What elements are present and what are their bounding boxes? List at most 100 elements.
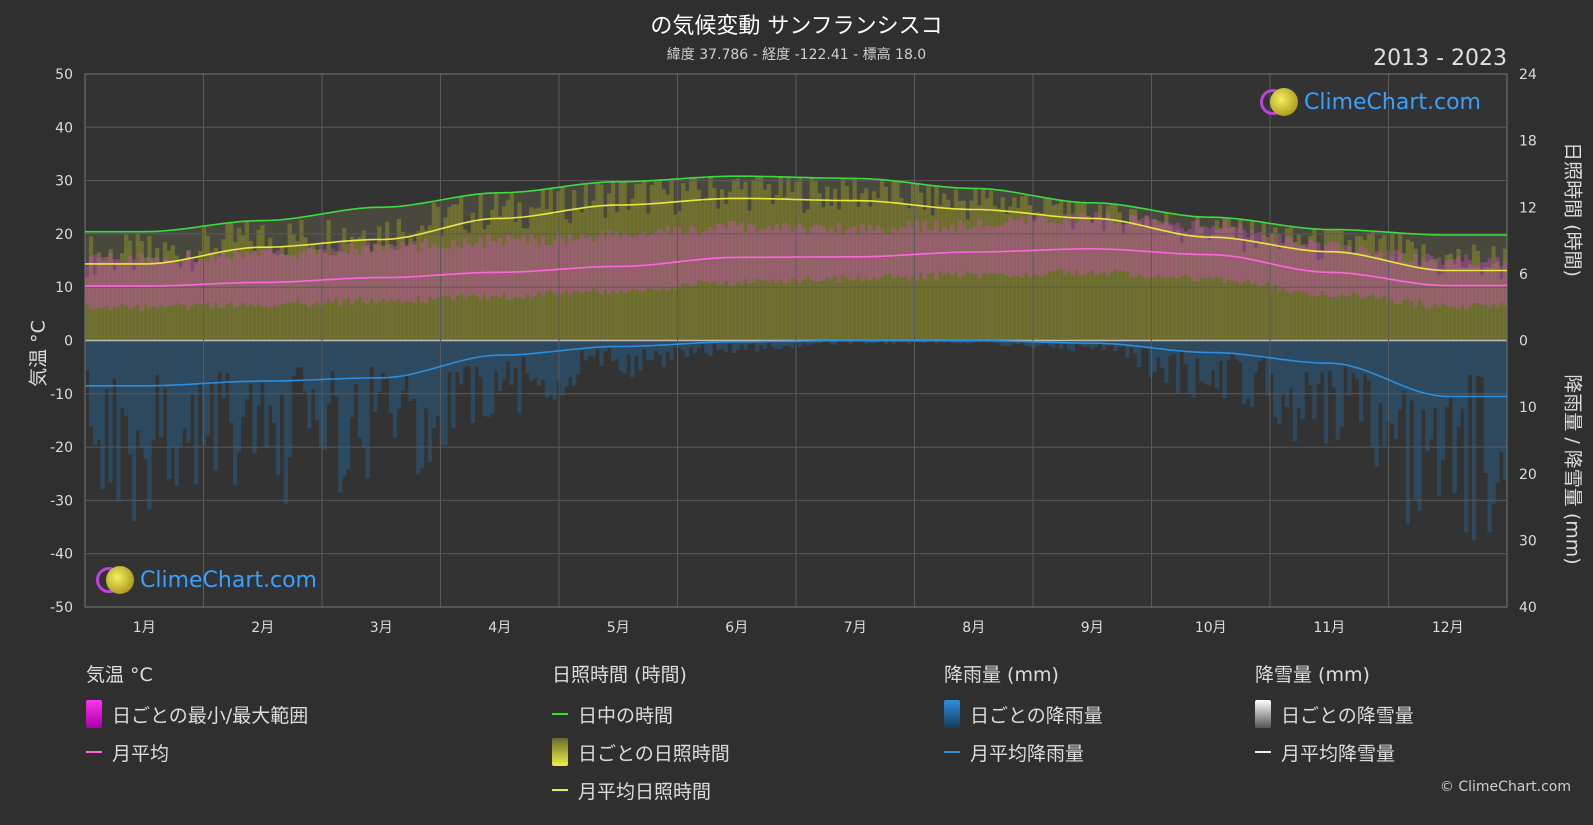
daily-rain-bar — [143, 340, 148, 460]
daily-rain-bar — [731, 340, 736, 354]
left-axis-tick-label: -10 — [50, 387, 73, 403]
daily-rain-bar — [256, 340, 261, 406]
daily-rain-bar — [1347, 340, 1352, 396]
daily-temp-range-bar — [622, 232, 627, 293]
daily-sunshine-bar — [723, 204, 729, 341]
daily-rain-bar — [509, 340, 514, 385]
daily-sunshine-bar — [377, 226, 382, 341]
daily-rain-bar — [1172, 340, 1177, 354]
daily-rain-bar — [147, 340, 152, 510]
daily-sunshine-bar — [801, 213, 807, 341]
daily-sunshine-bar — [1074, 202, 1079, 341]
daily-sunshine-bar — [1405, 239, 1410, 341]
daily-temp-range-bar — [1086, 217, 1091, 273]
daily-temp-range-bar — [1448, 259, 1453, 307]
daily-sunshine-bar — [1246, 240, 1251, 341]
daily-sunshine-bar — [147, 235, 152, 341]
daily-temp-range-bar — [661, 231, 666, 289]
daily-rain-bar — [696, 340, 701, 348]
daily-sunshine-bar — [1020, 196, 1025, 341]
daily-sunshine-bar — [731, 179, 736, 341]
daily-temp-range-bar — [727, 221, 733, 286]
x-axis-month-label: 9月 — [1081, 620, 1104, 636]
daylight-swatch — [552, 713, 568, 715]
daily-temp-range-bar — [385, 244, 390, 303]
daily-rain-bar — [1027, 340, 1033, 347]
daily-temp-range-bar — [1277, 233, 1282, 292]
daily-rain-bar — [1222, 340, 1227, 398]
daily-sunshine-bar — [431, 202, 436, 341]
daily-rain-bar — [1471, 340, 1477, 541]
daily-temp-range-bar — [564, 243, 569, 290]
daily-rain-bar — [778, 340, 783, 349]
daily-rain-bar — [1312, 340, 1317, 419]
daily-temp-range-bar — [1117, 222, 1122, 271]
daily-rain-bar — [447, 340, 452, 372]
daily-sunshine-bar — [949, 209, 955, 341]
daily-temp-range-bar — [455, 245, 460, 296]
daily-rain-bar — [1121, 340, 1126, 345]
daily-sunshine-bar — [899, 198, 904, 341]
daily-sunshine-bar — [400, 231, 405, 341]
daily-temp-range-bar — [377, 245, 382, 302]
daily-rain-bar — [1390, 340, 1395, 425]
daily-temp-range-bar — [797, 223, 803, 283]
daily-sunshine-bar — [1288, 226, 1294, 341]
daily-temp-range-bar — [1242, 230, 1247, 282]
daily-sunshine-bar — [182, 258, 187, 341]
daily-rain-bar — [85, 340, 90, 371]
daily-sunshine-bar — [1468, 264, 1473, 341]
daily-temp-range-bar — [634, 236, 639, 290]
daily-rain-bar — [1179, 340, 1184, 351]
legend-label: 日ごとの日照時間 — [578, 742, 730, 765]
daily-sunshine-bar — [685, 191, 690, 341]
daily-rain-bar — [1230, 340, 1235, 354]
daily-sunshine-bar — [1440, 273, 1446, 341]
daily-temp-range-bar — [131, 259, 137, 308]
daily-sunshine-bar — [85, 277, 90, 341]
daily-temp-range-bar — [521, 235, 526, 299]
daily-sunshine-bar — [634, 183, 639, 341]
daily-sunshine-bar — [739, 189, 744, 341]
daily-rain-bar — [361, 340, 366, 449]
daily-sunshine-bar — [1214, 220, 1220, 341]
daily-rain-bar — [322, 340, 327, 450]
daily-sunshine-bar — [498, 216, 503, 341]
daily-sunshine-bar — [883, 186, 888, 341]
daily-temp-range-bar — [1062, 214, 1068, 276]
daily-rain-bar — [96, 340, 101, 441]
daily-temp-range-bar — [1113, 224, 1118, 270]
daily-rain-bar — [225, 340, 230, 374]
daily-sunshine-bar — [1471, 244, 1477, 341]
daily-rain-bar — [1269, 340, 1274, 374]
daily-temp-range-bar — [840, 234, 846, 275]
daily-temp-range-bar — [275, 249, 281, 307]
daily-temp-range-bar — [930, 230, 935, 273]
daily-rain-bar — [474, 340, 479, 367]
daily-temp-range-bar — [743, 231, 748, 279]
daily-temp-range-bar — [1234, 227, 1239, 282]
daily-sunshine-bar — [1238, 219, 1243, 341]
daily-rain-bar — [1468, 340, 1473, 375]
legend-item: 日中の時間 — [552, 701, 730, 727]
daily-rain-bar — [1016, 340, 1021, 345]
daily-rain-bar — [478, 340, 483, 377]
daily-temp-range-bar — [221, 251, 226, 308]
daily-sunshine-bar — [817, 193, 822, 341]
daily-sunshine-bar — [1051, 205, 1056, 341]
daily-sunshine-bar — [1027, 205, 1033, 341]
daily-sunshine-bar — [1066, 201, 1072, 341]
daily-rain-bar — [131, 340, 137, 522]
daily-rain-bar — [330, 340, 335, 372]
daily-temp-range-bar — [731, 220, 736, 286]
daily-sunshine-bar — [1249, 220, 1255, 341]
daily-temp-range-bar — [490, 241, 495, 297]
daily-sunshine-bar — [1265, 237, 1270, 341]
daily-temp-range-bar — [162, 258, 168, 308]
daily-sunshine-bar — [190, 271, 195, 341]
daily-temp-range-bar — [498, 238, 503, 298]
daily-rain-bar — [116, 340, 121, 502]
daily-sunshine-bar — [727, 191, 733, 341]
daily-rain-bar — [762, 340, 768, 349]
daily-temp-range-bar — [1339, 249, 1344, 294]
